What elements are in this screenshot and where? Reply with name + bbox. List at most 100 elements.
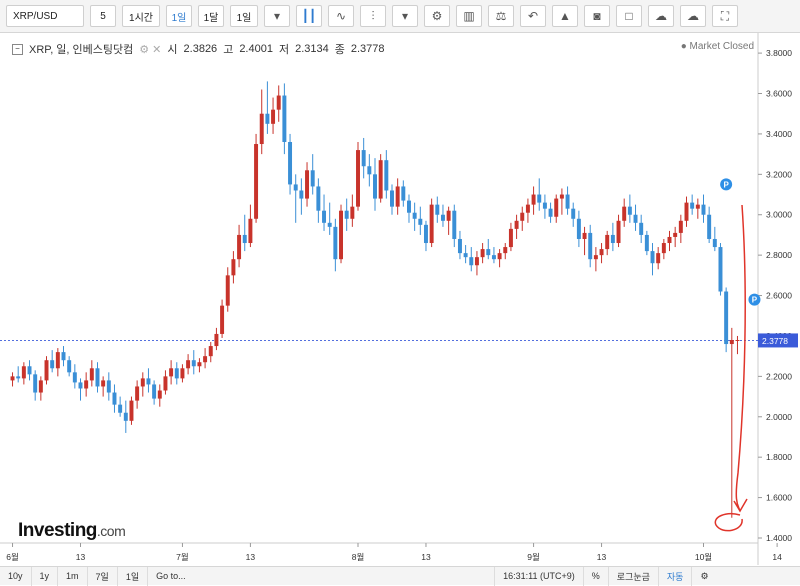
interval-1h-button[interactable]: 1시간	[122, 5, 160, 27]
color-square-icon[interactable]: □	[616, 5, 642, 27]
range-1y-button[interactable]: 1y	[32, 566, 59, 586]
range-button[interactable]: 1일	[230, 5, 258, 27]
candle-body	[67, 360, 72, 373]
candlestick-icon[interactable]: ┃┃	[296, 5, 322, 27]
collapse-icon[interactable]: −	[12, 43, 23, 55]
candle-body	[565, 194, 570, 209]
candle-body	[135, 386, 140, 401]
candle-body	[520, 212, 525, 221]
y-tick-label: 1.6000	[766, 493, 792, 503]
candle-body	[525, 204, 530, 213]
candle-body	[605, 234, 610, 250]
market-status: ● Market Closed	[680, 41, 754, 52]
range-10y-button[interactable]: 10y	[0, 566, 32, 586]
candle-body	[610, 234, 615, 244]
candle-body	[95, 368, 100, 387]
cloud-download-icon[interactable]: ☁	[648, 5, 674, 27]
candle-body	[180, 368, 185, 379]
compare-scale-icon[interactable]: ⚖	[488, 5, 514, 27]
y-tick-label: 1.4000	[766, 533, 792, 543]
clock-text: 16:31:11 (UTC+9)	[495, 566, 584, 586]
toolbar: XRP/USD 5 1시간 1일 1달 1일 ▾ ┃┃ ∿ ⫶ ▾ ⚙ ▥ ⚖ …	[0, 0, 800, 33]
candle-body	[667, 236, 672, 244]
candle-body	[259, 113, 264, 145]
price-chart[interactable]: 1.40001.60001.80002.00002.20002.40002.60…	[0, 33, 800, 568]
candle-body	[384, 160, 389, 191]
line-chart-icon[interactable]: ∿	[328, 5, 354, 27]
candle-body	[469, 257, 474, 266]
y-tick-label: 3.6000	[766, 89, 792, 99]
camera-icon[interactable]: ◙	[584, 5, 610, 27]
candle-body	[27, 366, 32, 375]
undo-icon[interactable]: ↶	[520, 5, 546, 27]
candle-body	[656, 253, 661, 264]
candle-body	[72, 372, 77, 383]
candle-body	[118, 404, 123, 413]
candle-body	[571, 208, 576, 219]
range-7d-button[interactable]: 7일	[88, 566, 118, 586]
range-1d-button[interactable]: 1일	[118, 566, 149, 586]
gear-icon[interactable]: ⚙	[424, 5, 450, 27]
interval-1d-button[interactable]: 1일	[166, 5, 192, 27]
chevron-down-icon[interactable]: ▾	[392, 5, 418, 27]
log-scale-toggle[interactable]: 로그눈금	[609, 566, 659, 586]
candle-body	[508, 228, 513, 248]
candle-body	[327, 222, 332, 227]
symbol-input[interactable]: XRP/USD	[6, 5, 84, 27]
candle-body	[322, 210, 327, 223]
candle-body	[531, 194, 536, 205]
candle-body	[33, 374, 38, 393]
interval-input[interactable]: 5	[90, 5, 116, 27]
legend-settings-icon[interactable]: ⚙ ✕	[139, 43, 162, 56]
cloud-upload-icon[interactable]: ☁	[680, 5, 706, 27]
fullscreen-icon[interactable]: ⛶	[712, 5, 738, 27]
legend-open: 2.3826	[183, 43, 218, 55]
candle-body	[157, 390, 162, 399]
candle-body	[695, 204, 700, 209]
candle-body	[101, 380, 106, 387]
candle-body	[718, 247, 723, 292]
candle-body	[429, 204, 434, 244]
chevron-down-icon[interactable]: ▾	[264, 5, 290, 27]
y-tick-label: 3.0000	[766, 210, 792, 220]
candle-body	[310, 170, 315, 187]
event-marker	[748, 293, 761, 306]
candle-body	[316, 186, 321, 211]
candle-body	[622, 206, 627, 221]
candle-body	[288, 142, 293, 185]
candle-body	[582, 232, 587, 239]
indicator-icon[interactable]: ⫶	[360, 5, 386, 27]
candle-body	[673, 232, 678, 237]
candle-body	[276, 95, 281, 110]
legend-high-label: 고	[223, 44, 234, 56]
candle-body	[248, 218, 253, 244]
y-tick-label: 2.0000	[766, 412, 792, 422]
interval-1m-button[interactable]: 1달	[198, 5, 224, 27]
candle-body	[361, 150, 366, 167]
candle-body	[237, 234, 242, 260]
candle-body	[406, 200, 411, 213]
candle-body	[112, 392, 117, 405]
candle-body	[10, 376, 15, 381]
range-1m-button[interactable]: 1m	[58, 566, 88, 586]
percent-toggle[interactable]: %	[584, 566, 609, 586]
gear-icon[interactable]: ⚙	[700, 570, 709, 581]
auto-scale-toggle[interactable]: 자동	[659, 566, 693, 586]
candle-body	[690, 202, 695, 209]
bar-chart-icon[interactable]: ▥	[456, 5, 482, 27]
candle-body	[214, 333, 219, 347]
candle-body	[225, 275, 230, 306]
candle-body	[701, 204, 706, 215]
y-tick-label: 2.2000	[766, 371, 792, 381]
candle-body	[452, 210, 457, 239]
candle-body	[339, 210, 344, 260]
logo-main: Investing	[18, 520, 97, 541]
candle-body	[440, 214, 445, 221]
candle-body	[174, 368, 179, 379]
candle-body	[89, 368, 94, 381]
candle-body	[123, 412, 128, 421]
candle-body	[633, 214, 638, 223]
candle-body	[616, 220, 621, 244]
alert-icon[interactable]: ▲	[552, 5, 578, 27]
goto-button[interactable]: Go to...	[148, 566, 496, 586]
